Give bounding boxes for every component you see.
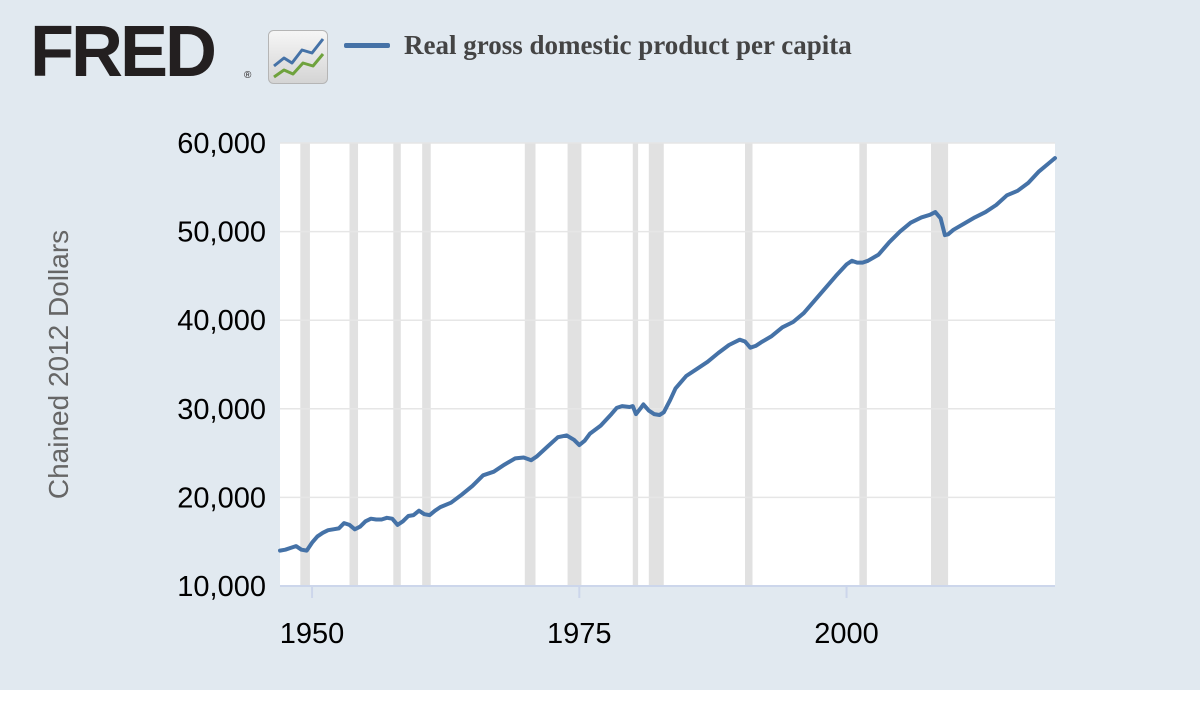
y-tick-label: 30,000 xyxy=(177,394,266,426)
y-tick-label: 10,000 xyxy=(177,571,266,603)
x-tick-label: 1950 xyxy=(280,618,345,650)
y-tick-label: 20,000 xyxy=(177,482,266,514)
x-tick-label: 1975 xyxy=(547,618,612,650)
x-tick-label: 2000 xyxy=(814,618,879,650)
series-layer xyxy=(278,156,1057,553)
y-tick-label: 50,000 xyxy=(177,217,266,249)
recession-band-2 xyxy=(349,143,359,586)
y-axis-title: Chained 2012 Dollars xyxy=(43,230,74,499)
recession-band-5 xyxy=(524,143,536,586)
recession-band-8 xyxy=(648,143,664,586)
y-tick-label: 40,000 xyxy=(177,305,266,337)
recession-band-10 xyxy=(859,143,867,586)
y-tick-label: 60,000 xyxy=(177,128,266,160)
recession-band-3 xyxy=(393,143,401,586)
registered-mark: ® xyxy=(244,70,252,81)
fred-logo: FRED xyxy=(30,12,217,92)
line-chart: 10,000 20,000 30,000 40,000 50,000 60,000 1950… xyxy=(43,128,1057,650)
legend: Real gross domestic product per capita xyxy=(344,30,852,61)
axes: 10,000 20,000 30,000 40,000 50,000 60,000 1950… xyxy=(43,128,1055,650)
recession-band-11 xyxy=(931,143,949,586)
rising-line-chart-icon xyxy=(268,30,328,84)
recession-band-6 xyxy=(567,143,582,586)
recession-band-9 xyxy=(745,143,753,586)
legend-swatch xyxy=(344,43,390,48)
recession-band-1 xyxy=(300,143,310,586)
legend-label: Real gross domestic product per capita xyxy=(404,30,852,60)
series-line-1 xyxy=(278,156,1057,553)
recession-bands xyxy=(300,143,949,586)
recession-band-4 xyxy=(422,143,431,586)
recession-band-7 xyxy=(632,143,639,586)
